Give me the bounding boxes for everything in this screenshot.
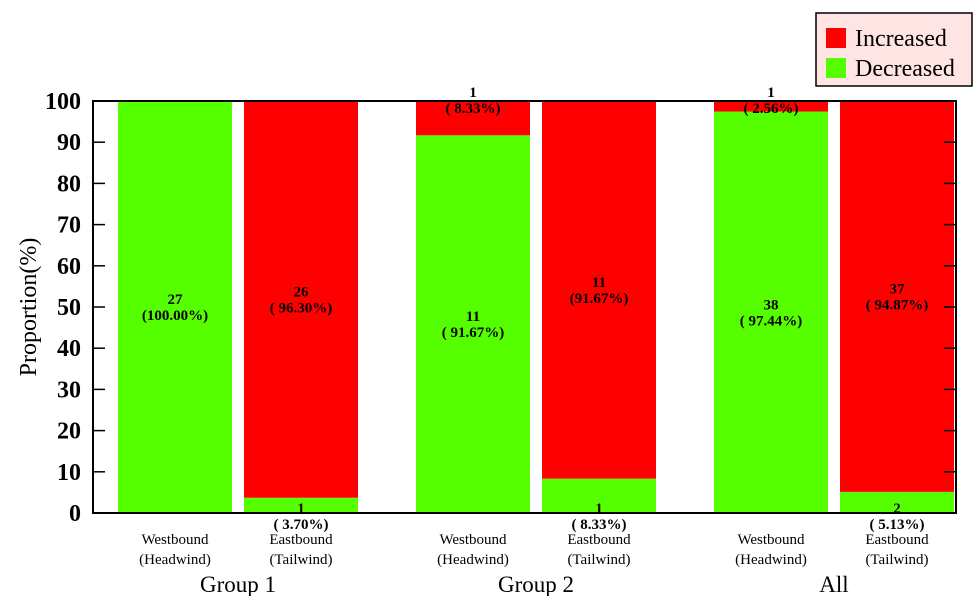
bar-decreased <box>542 478 656 513</box>
x-category-label-line1: Eastbound <box>865 532 929 548</box>
bar-increased <box>714 101 828 112</box>
legend-label: Decreased <box>855 56 955 82</box>
x-group-label: All <box>819 572 848 596</box>
x-category-label-line1: Westbound <box>439 532 507 548</box>
bar-percent-label: ( 91.67%) <box>442 325 505 341</box>
bar-count-label: 38 <box>764 297 779 313</box>
bar-count-label: 11 <box>592 275 606 291</box>
bars-layer <box>118 101 954 514</box>
legend: Increased Decreased <box>815 12 973 87</box>
bar-percent-label: ( 97.44%) <box>740 313 803 329</box>
y-axis-title: Proportion(%) <box>16 238 42 377</box>
bar-percent-label: ( 2.56%) <box>744 101 799 117</box>
x-category-label-line2: (Headwind) <box>437 552 509 568</box>
bar-increased <box>416 101 530 136</box>
x-category-label-line2: (Headwind) <box>139 552 211 568</box>
bar-count-label: 26 <box>294 284 310 300</box>
labels-layer: 27(100.00%)Westbound(Headwind)1( 3.70%)2… <box>139 85 929 596</box>
bar-decreased <box>244 497 358 513</box>
legend-swatch <box>826 28 846 48</box>
y-tick-label: 100 <box>45 89 81 115</box>
bar-decreased <box>840 491 954 513</box>
bar-increased <box>542 101 656 479</box>
x-group-label: Group 2 <box>498 572 574 596</box>
y-tick-label: 50 <box>57 295 81 321</box>
legend-swatch <box>826 58 846 78</box>
x-category-label-line2: (Tailwind) <box>269 552 332 568</box>
y-tick-label: 70 <box>57 213 81 239</box>
y-tick-label: 30 <box>57 377 81 403</box>
bar-count-label: 1 <box>297 501 305 517</box>
bar-percent-label: ( 94.87%) <box>866 297 929 313</box>
y-tick-label: 40 <box>57 336 81 362</box>
bar-count-label: 11 <box>466 309 480 325</box>
y-tick-label: 90 <box>57 130 81 156</box>
legend-label: Increased <box>855 26 947 52</box>
x-category-label-line2: (Tailwind) <box>567 552 630 568</box>
y-tick-label: 10 <box>57 460 81 486</box>
x-category-label-line2: (Tailwind) <box>865 552 928 568</box>
bar-percent-label: ( 3.70%) <box>274 517 329 533</box>
x-group-label: Group 1 <box>200 572 276 596</box>
x-category-label-line1: Eastbound <box>269 532 333 548</box>
bar-decreased <box>416 135 530 514</box>
bar-count-label: 1 <box>595 501 603 517</box>
bar-count-label: 1 <box>767 85 775 101</box>
bar-count-label: 1 <box>469 85 477 101</box>
bar-percent-label: (91.67%) <box>570 291 629 307</box>
y-tick-label: 80 <box>57 171 81 197</box>
x-category-label-line2: (Headwind) <box>735 552 807 568</box>
bar-decreased <box>714 111 828 513</box>
bar-increased <box>840 101 954 492</box>
bar-percent-label: ( 96.30%) <box>270 300 333 316</box>
bar-percent-label: ( 8.33%) <box>446 101 501 117</box>
bar-percent-label: (100.00%) <box>142 308 208 324</box>
bar-percent-label: ( 5.13%) <box>870 517 925 533</box>
bar-count-label: 37 <box>890 281 906 297</box>
y-tick-label: 20 <box>57 419 81 445</box>
x-category-label-line1: Eastbound <box>567 532 631 548</box>
bar-count-label: 27 <box>168 292 184 308</box>
bar-increased <box>244 101 358 498</box>
bar-percent-label: ( 8.33%) <box>572 517 627 533</box>
y-tick-label: 60 <box>57 254 81 280</box>
x-category-label-line1: Westbound <box>141 532 209 548</box>
axes-layer: 0 10 20 30 40 50 60 70 80 90 100 Proportion(%) <box>16 89 957 527</box>
y-tick-label: 0 <box>69 501 81 527</box>
x-category-label-line1: Westbound <box>737 532 805 548</box>
bar-count-label: 2 <box>893 501 901 517</box>
bar-decreased <box>118 101 232 513</box>
